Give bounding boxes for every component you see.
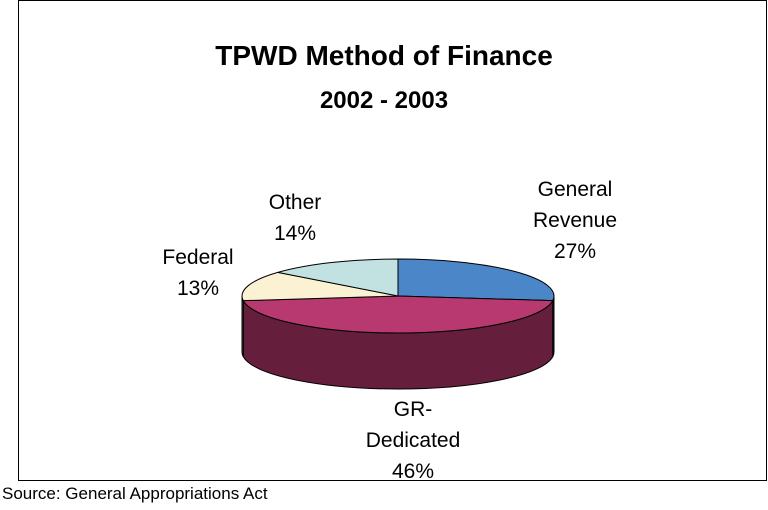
slice	[277, 258, 399, 297]
category-name: General Revenue	[532, 178, 618, 232]
value-label: 27%	[553, 240, 597, 263]
slice	[242, 295, 554, 334]
category-name: GR-Dedicated	[365, 398, 461, 452]
category-name: Federal	[162, 246, 234, 269]
slice	[241, 271, 399, 302]
slice-label: GR-Dedicated 46%	[363, 394, 463, 487]
category-name: Other	[268, 191, 322, 214]
source-note: Source: General Appropriations Act	[2, 484, 268, 503]
value-label: 46%	[391, 460, 435, 483]
slice-label: Other 14%	[269, 187, 322, 249]
slice-label: General Revenue 27%	[520, 174, 630, 267]
frame	[18, 0, 767, 481]
chart-title: TPWD Method of Finance	[215, 40, 553, 71]
slice	[397, 258, 555, 302]
slice-side	[241, 295, 244, 357]
slice-label: Federal 13%	[162, 242, 233, 304]
chart-subtitle: 2002 - 2003	[319, 87, 449, 114]
value-label: 14%	[273, 222, 317, 245]
value-label: 13%	[176, 277, 220, 300]
